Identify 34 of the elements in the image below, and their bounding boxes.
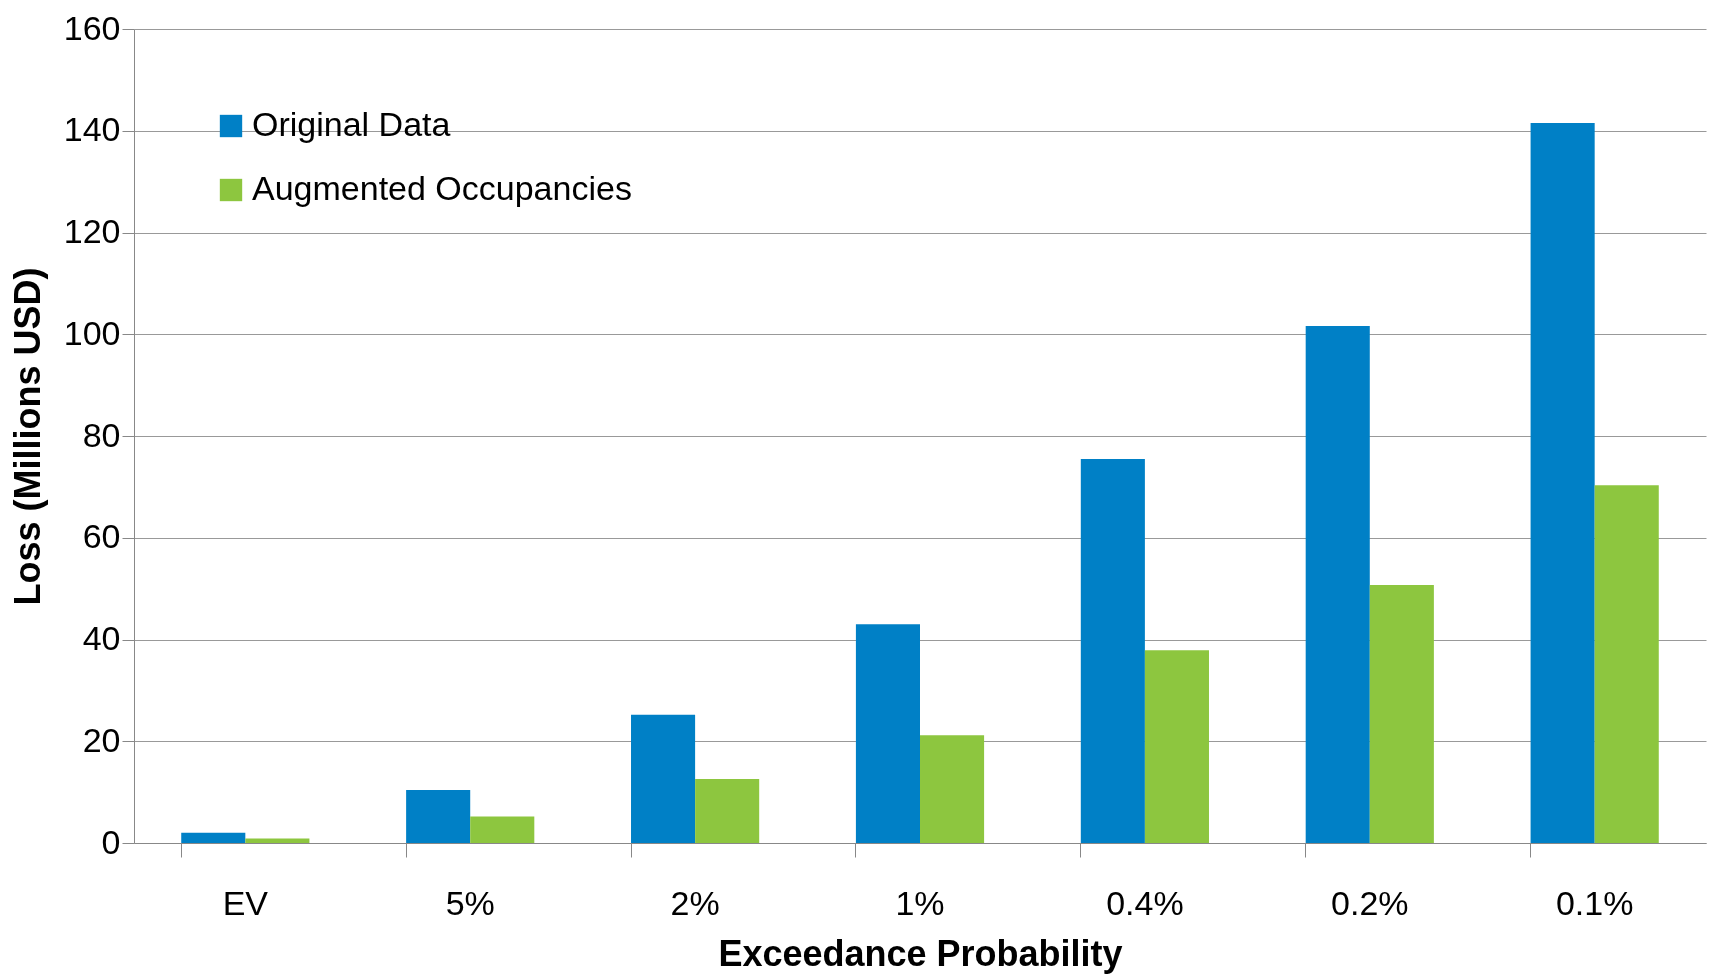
bar xyxy=(855,624,920,843)
y-tick-label: 20 xyxy=(82,720,121,759)
x-tick-label: 0.4% xyxy=(1106,883,1184,922)
y-tick-label: 140 xyxy=(63,110,121,149)
bar xyxy=(631,714,696,843)
y-tick-label: 80 xyxy=(82,415,121,454)
y-axis-title: Loss (Millions USD) xyxy=(6,267,48,606)
x-tick-label: 2% xyxy=(670,883,720,922)
x-tick-label: 1% xyxy=(895,883,945,922)
x-tick-label: EV xyxy=(222,883,269,922)
bar xyxy=(245,838,310,843)
x-tick-label: 5% xyxy=(445,883,495,922)
bar xyxy=(1594,485,1659,843)
bar xyxy=(1080,458,1145,843)
bar xyxy=(406,790,471,843)
y-tick-label: 100 xyxy=(63,313,121,352)
x-tick-label: 0.2% xyxy=(1331,883,1409,922)
y-tick-label: 0 xyxy=(101,822,121,861)
y-tick-label: 60 xyxy=(82,517,121,556)
legend-label: Original Data xyxy=(252,105,451,143)
x-tick-label: 0.1% xyxy=(1555,883,1634,922)
bar xyxy=(1369,585,1434,843)
legend-label: Augmented Occupancies xyxy=(252,169,632,207)
bar xyxy=(470,816,535,843)
bar xyxy=(181,832,246,843)
bar xyxy=(1144,650,1209,843)
y-tick-label: 120 xyxy=(63,212,121,250)
bar xyxy=(920,735,985,843)
y-tick-label: 160 xyxy=(63,8,121,47)
bar xyxy=(695,778,760,843)
bar xyxy=(1530,123,1595,843)
y-tick-label: 40 xyxy=(82,619,121,657)
x-axis-title: Exceedance Probability xyxy=(718,932,1123,974)
bar xyxy=(1305,326,1370,843)
